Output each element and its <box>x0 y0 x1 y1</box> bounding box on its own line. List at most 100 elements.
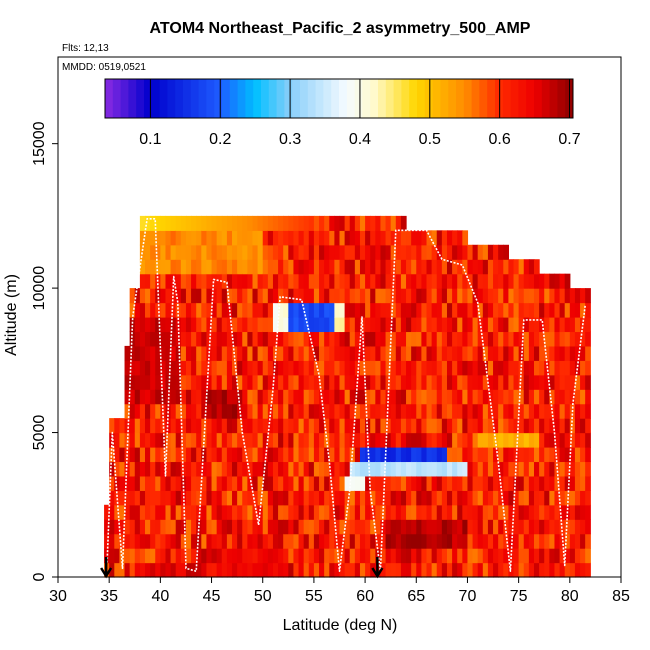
heatmap-cell <box>308 215 315 231</box>
heatmap-cell <box>262 273 269 289</box>
heatmap-cell <box>359 345 366 361</box>
colorbar-frame <box>104 78 574 119</box>
heatmap-cell <box>482 490 489 506</box>
heatmap-cell <box>390 259 397 275</box>
heatmap-cell <box>185 259 192 275</box>
heatmap-cell <box>237 490 243 506</box>
heatmap-cell <box>211 317 218 333</box>
heatmap-cell <box>313 562 320 578</box>
heatmap-cell <box>278 259 284 275</box>
heatmap-cell <box>283 244 289 260</box>
heatmap-cell <box>298 490 305 506</box>
heatmap-cell <box>493 447 499 463</box>
heatmap-cell <box>242 418 248 434</box>
heatmap-cell <box>226 259 233 275</box>
heatmap-cell <box>242 215 248 231</box>
heatmap-cell <box>411 432 417 448</box>
heatmap-cell <box>293 519 300 535</box>
heatmap-cell <box>232 302 238 318</box>
heatmap-cell <box>375 519 382 535</box>
heatmap-cell <box>585 331 591 347</box>
heatmap-cell <box>359 490 366 506</box>
heatmap-cell <box>395 461 402 477</box>
heatmap-cell <box>109 461 115 477</box>
heatmap-cell <box>211 215 218 231</box>
heatmap-cell <box>487 244 494 260</box>
heatmap-cell <box>487 331 494 347</box>
heatmap-cell <box>175 432 182 448</box>
heatmap-cell <box>303 345 310 361</box>
heatmap-cell <box>508 519 515 535</box>
heatmap-cell <box>472 418 479 434</box>
heatmap-cell <box>324 331 330 347</box>
heatmap-cell <box>237 389 243 405</box>
heatmap-cell <box>324 418 330 434</box>
heatmap-cell <box>288 519 295 535</box>
heatmap-cell <box>370 259 376 275</box>
heatmap-cell <box>211 533 218 549</box>
heatmap-cell <box>211 360 218 376</box>
heatmap-cell <box>165 490 172 506</box>
heatmap-cell <box>313 317 320 333</box>
heatmap-cell <box>129 475 136 491</box>
heatmap-cell <box>385 302 392 318</box>
heatmap-cell <box>272 519 279 535</box>
heatmap-cell <box>472 259 479 275</box>
heatmap-cell <box>272 259 279 275</box>
heatmap-cell <box>206 562 213 578</box>
heatmap-cell <box>375 288 382 304</box>
heatmap-cell <box>293 447 300 463</box>
heatmap-cell <box>288 533 295 549</box>
heatmap-cell <box>416 273 422 289</box>
heatmap-cell <box>226 244 233 260</box>
heatmap-cell <box>498 490 504 506</box>
heatmap-cell <box>298 259 305 275</box>
heatmap-cell <box>549 403 556 419</box>
heatmap-cell <box>293 389 300 405</box>
heatmap-cell <box>283 562 289 578</box>
heatmap-cell <box>247 548 254 564</box>
heatmap-cell <box>528 504 535 520</box>
heatmap-cell <box>288 244 295 260</box>
heatmap-cell <box>411 533 417 549</box>
heatmap-cell <box>580 418 586 434</box>
heatmap-cell <box>242 475 248 491</box>
heatmap-cell <box>134 288 141 304</box>
heatmap-cell <box>319 548 325 564</box>
heatmap-cell <box>257 374 264 390</box>
heatmap-cell <box>324 562 330 578</box>
heatmap-cell <box>487 302 494 318</box>
heatmap-cell <box>175 230 182 246</box>
heatmap-cell <box>370 519 376 535</box>
heatmap-cell <box>139 302 146 318</box>
heatmap-cell <box>400 461 407 477</box>
heatmap-cell <box>324 215 330 231</box>
heatmap-cell <box>324 403 330 419</box>
heatmap-cell <box>395 519 402 535</box>
heatmap-cell <box>216 259 223 275</box>
heatmap-cell <box>339 519 346 535</box>
heatmap-cell <box>211 331 218 347</box>
heatmap-cell <box>226 533 233 549</box>
heatmap-cell <box>206 244 213 260</box>
heatmap-cell <box>457 418 463 434</box>
heatmap-cell <box>452 288 458 304</box>
heatmap-cell <box>472 374 479 390</box>
heatmap-cell <box>206 317 213 333</box>
heatmap-cell <box>539 447 545 463</box>
heatmap-cell <box>585 475 591 491</box>
heatmap-cell <box>446 389 453 405</box>
heatmap-cell <box>349 360 356 376</box>
heatmap-cell <box>160 331 167 347</box>
heatmap-cell <box>569 389 576 405</box>
heatmap-cell <box>580 432 586 448</box>
heatmap-cell <box>170 432 177 448</box>
heatmap-cell <box>160 418 167 434</box>
heatmap-cell <box>109 475 115 491</box>
heatmap-cell <box>549 490 556 506</box>
heatmap-cell <box>354 345 361 361</box>
heatmap-cell <box>272 302 279 318</box>
heatmap-cell <box>513 403 520 419</box>
heatmap-cell <box>344 403 351 419</box>
heatmap-cell <box>145 548 151 564</box>
